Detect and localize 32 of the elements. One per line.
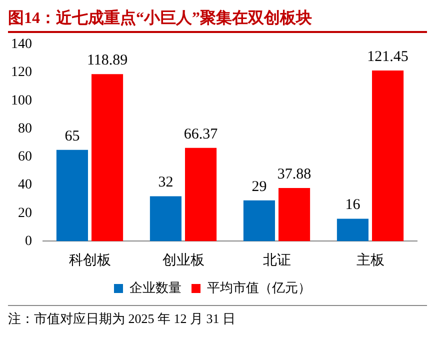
y-tick-label: 40 [18,178,32,193]
bar [336,218,368,242]
y-tick-label: 100 [11,93,32,108]
legend-label: 企业数量 [130,280,182,295]
bar [278,188,310,242]
bar [150,196,182,242]
y-tick-label: 80 [18,121,32,136]
data-label: 118.89 [86,52,128,69]
x-tick-label: 主板 [356,252,384,268]
data-label: 29 [252,178,267,195]
y-tick-label: 20 [18,206,32,221]
legend-label: 平均市值（亿元） [207,280,311,295]
y-tick-label: 120 [11,65,32,80]
data-label: 32 [158,174,174,191]
y-tick-label: 140 [11,37,32,52]
data-label: 66.37 [184,126,218,142]
data-label: 121.45 [367,48,408,65]
x-tick-label: 科创板 [68,252,111,268]
data-label: 37.88 [277,166,312,182]
bar [56,150,88,242]
data-label: 65 [64,128,80,144]
bar [372,70,404,242]
bar [243,200,275,242]
chart-title: 图14：近七成重点“小巨人”聚集在双创板块 [8,8,427,33]
y-tick-label: 60 [18,150,32,165]
text: 注：市值对应日期为 2025 年 12 月 31 日 [8,310,236,328]
y-tick-label: 0 [25,234,32,249]
bar [92,74,124,242]
x-tick-label: 创业板 [162,252,204,268]
bar [185,148,217,242]
data-label: 16 [345,197,361,214]
x-tick-label: 北证 [262,252,291,268]
